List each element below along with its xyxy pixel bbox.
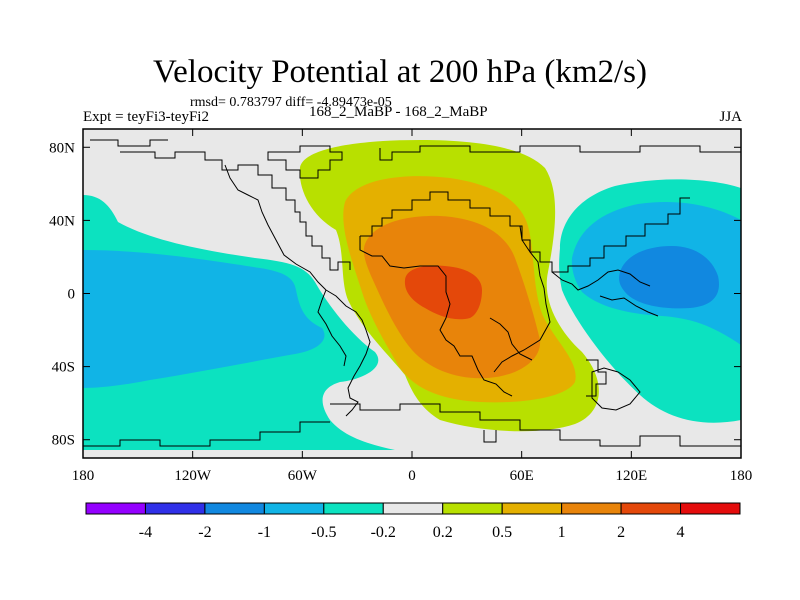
colorbar-label: 2 [617,524,625,541]
colorbar-label: 4 [677,524,685,541]
chart-title: Velocity Potential at 200 hPa (km2/s) [152,54,648,90]
contour-region-8 [404,265,482,320]
y-tick-label: 40S [52,360,75,376]
coastline-segment-12 [599,295,659,317]
colorbar-label: -0.2 [371,524,396,541]
x-tick-label: 180 [730,468,753,484]
colorbar-box-8 [561,502,622,515]
coastlines [83,139,741,447]
y-tick-label: 0 [68,287,76,303]
x-tick-label: 120W [174,468,212,484]
coastline-segment-13 [586,359,607,397]
coastline-segment-1 [224,164,327,291]
contour-region-4 [83,250,325,388]
coastline-segment-14 [591,367,641,411]
contour-region-2 [619,246,719,309]
colorbar-box-10 [680,502,741,515]
coastline-segment-17 [483,430,497,443]
coastline-segment-8 [359,236,513,397]
colorbar-box-0 [85,502,146,515]
colorbar-box-9 [620,502,682,515]
coastline-segment-9 [493,225,551,373]
coastline-segment-4 [325,289,371,417]
x-tick-label: 180 [72,468,95,484]
colorbar-box-2 [204,502,265,515]
colorbar-box-4 [323,502,384,515]
x-tick-label: 60E [510,468,534,484]
experiment-label: Expt = teyFi3-teyFi2 [83,109,209,125]
coastline-segment-15 [330,403,741,447]
colorbar-label: -1 [258,524,271,541]
colorbar-label: 0.5 [492,524,512,541]
y-tick-label: 80N [49,140,75,156]
y-tick-label: 80S [52,433,75,449]
colorbar-box-5 [382,502,444,515]
axis-ticks: 180 120W 60W 0 60E 120E 180 80N 40N 0 40S 80S [49,129,752,484]
stats-label: rmsd= 0.783797 diff= -4.89473e-05 [190,95,392,110]
case-label: 168_2_MaBP - 168_2_MaBP [309,104,488,120]
coastline-segment-3 [90,139,168,147]
x-tick-label: 120E [615,468,647,484]
colorbar-label: -2 [198,524,211,541]
colorbar-label: -4 [139,524,152,541]
colorbar-box-6 [442,502,503,515]
coastline-segment-11 [551,269,651,291]
coastline-segment-2 [267,145,343,179]
y-tick-label: 40N [49,213,75,229]
coastline-segment-7 [360,191,690,273]
colorbar-label: 0.2 [433,524,453,541]
contour-layers [83,140,741,450]
season-label: JJA [719,109,742,125]
coastline-segment-0 [120,151,351,271]
colorbar-box-7 [501,502,563,515]
x-tick-label: 0 [408,468,416,484]
coastline-segment-16 [83,421,330,447]
colorbar-box-1 [144,502,206,515]
colorbar-box-3 [263,502,325,515]
colorbar-label: -0.5 [311,524,336,541]
coastline-segment-6 [379,145,741,161]
x-tick-label: 60W [288,468,318,484]
coastline-segment-10 [489,317,533,361]
colorbar-label: 1 [558,524,566,541]
coastline-segment-5 [317,289,347,367]
